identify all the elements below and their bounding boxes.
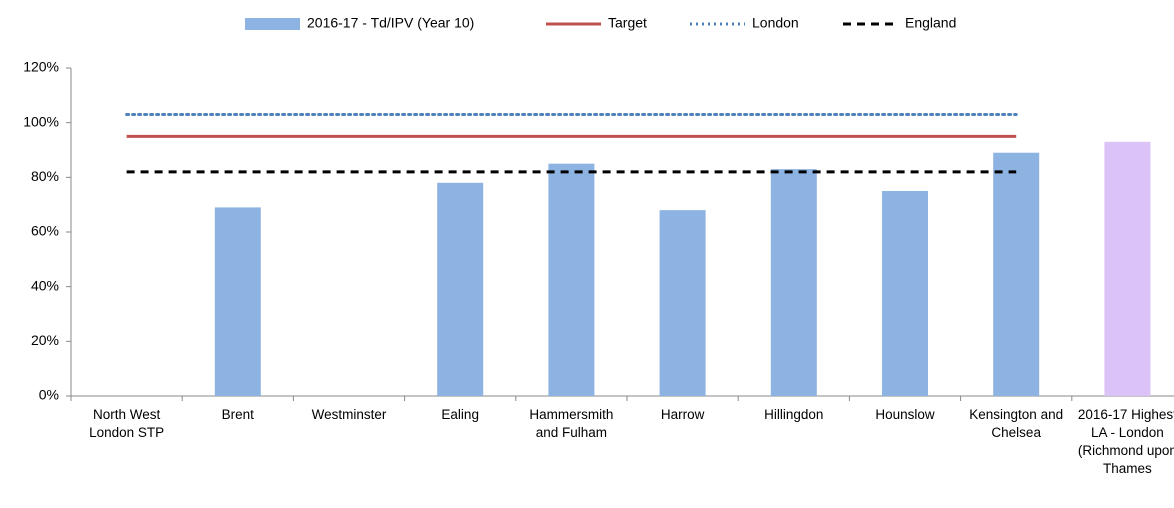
legend-label: England: [905, 15, 956, 31]
bar: [659, 210, 706, 396]
x-tick-label: Hillingdon: [764, 407, 824, 422]
bar: [770, 169, 817, 396]
y-tick-label: 40%: [31, 277, 59, 293]
x-tick-label: Kensington and Chelsea: [969, 407, 1064, 440]
legend-label: London: [752, 15, 799, 31]
x-tick-label: Ealing: [441, 407, 479, 422]
y-tick-label: 20%: [31, 332, 59, 348]
x-tick-label: 2016-17 Highest LA - London (Richmond up…: [1077, 407, 1174, 476]
y-tick-label: 0%: [39, 387, 59, 403]
legend-swatch: [245, 18, 300, 30]
y-tick-label: 60%: [31, 223, 59, 239]
bar: [214, 207, 261, 396]
bar: [437, 182, 484, 396]
x-tick-label: Hammersmith and Fulham: [529, 407, 614, 440]
bar: [548, 163, 595, 396]
x-tick-label: Westminster: [311, 407, 387, 422]
legend-label: Target: [608, 15, 647, 31]
x-tick-label: Hounslow: [875, 407, 935, 422]
x-tick-label: North West London STP: [89, 407, 165, 440]
bar: [993, 152, 1040, 396]
y-tick-label: 80%: [31, 168, 59, 184]
y-tick-label: 100%: [23, 113, 59, 129]
legend-label: 2016-17 - Td/IPV (Year 10): [307, 15, 474, 31]
x-tick-label: Brent: [221, 407, 254, 422]
y-tick-label: 120%: [23, 59, 59, 75]
x-tick-label: Harrow: [660, 407, 705, 422]
bar: [1104, 141, 1151, 396]
bar: [882, 191, 928, 396]
